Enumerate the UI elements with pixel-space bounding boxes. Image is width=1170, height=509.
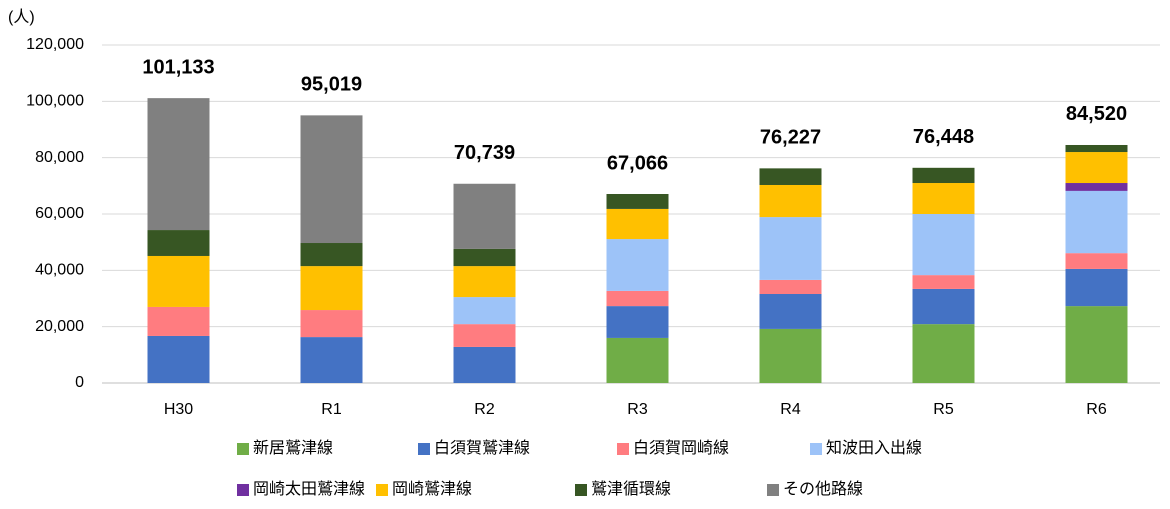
bar-segment (912, 324, 975, 383)
bar-segment (147, 306, 210, 336)
x-tick-label: R5 (933, 401, 954, 418)
y-tick-label: 40,000 (35, 262, 84, 279)
legend-label: 新居鷲津線 (253, 439, 333, 457)
total-label: 70,739 (454, 142, 515, 164)
legend-swatch (767, 484, 779, 496)
bar-segment (759, 168, 822, 185)
total-label: 101,133 (142, 56, 214, 78)
legend-label: 白須賀鷲津線 (434, 439, 530, 457)
y-tick-label: 0 (75, 374, 84, 391)
y-tick-label: 100,000 (26, 93, 84, 110)
bar-segment (453, 346, 516, 383)
bar-segment (1065, 253, 1128, 269)
x-tick-label: R6 (1086, 401, 1107, 418)
bar-segment (453, 297, 516, 325)
bar-segment (606, 337, 669, 383)
bar-segment (300, 243, 363, 267)
y-tick-label: 120,000 (26, 36, 84, 53)
x-tick-label: R1 (321, 401, 342, 418)
bar-segment (606, 239, 669, 291)
x-tick-label: R4 (780, 401, 801, 418)
bar-segment (759, 279, 822, 294)
bar-segment (912, 167, 975, 184)
x-tick-label: R2 (474, 401, 495, 418)
bar-segment (912, 275, 975, 289)
bar-segment (912, 288, 975, 325)
bar-segment (606, 290, 669, 307)
bar-segment (453, 324, 516, 347)
bar-segment (1065, 183, 1128, 191)
bar-segment (759, 217, 822, 280)
bar-segment (759, 293, 822, 329)
y-tick-label: 80,000 (35, 149, 84, 166)
bar-segment (300, 266, 363, 311)
bar-segment (606, 208, 669, 240)
bar-segment (1065, 306, 1128, 383)
legend-swatch (376, 484, 388, 496)
legend-label: 鷲津循環線 (591, 480, 671, 498)
bar-segment (759, 328, 822, 383)
total-label: 84,520 (1066, 103, 1127, 125)
legend-label: 知波田入出線 (826, 439, 922, 457)
bar-segment (147, 230, 210, 256)
x-tick-label: H30 (164, 401, 193, 418)
bar-segment (453, 266, 516, 298)
bar-segment (300, 337, 363, 383)
legend-swatch (810, 443, 822, 455)
total-label: 95,019 (301, 74, 362, 96)
legend-swatch (237, 484, 249, 496)
legend-label: その他路線 (783, 480, 863, 498)
bar-segment (453, 183, 516, 249)
y-tick-label: 60,000 (35, 205, 84, 222)
legend-label: 岡崎太田鷲津線 (253, 480, 365, 498)
bar-segment (300, 115, 363, 244)
bar-segment (1065, 190, 1128, 254)
legend-swatch (237, 443, 249, 455)
total-label: 67,066 (607, 152, 668, 174)
total-label: 76,227 (760, 127, 821, 149)
unit-label: (人) (8, 8, 35, 26)
bar-segment (147, 98, 210, 231)
legend-swatch (418, 443, 430, 455)
bar-segment (147, 255, 210, 307)
bar-segment (453, 248, 516, 267)
y-tick-label: 20,000 (35, 318, 84, 335)
bar-segment (759, 184, 822, 218)
legend-swatch (575, 484, 587, 496)
bar-segment (912, 183, 975, 214)
bar-segment (1065, 152, 1128, 184)
bar-segment (147, 335, 210, 383)
legend-swatch (617, 443, 629, 455)
bar-segment (1065, 144, 1128, 153)
bar-segment (606, 194, 669, 209)
bar-segment (606, 306, 669, 338)
bar-segment (912, 214, 975, 276)
total-label: 76,448 (913, 126, 974, 148)
x-tick-label: R3 (627, 401, 648, 418)
legend-label: 岡崎鷲津線 (392, 480, 472, 498)
bar-segment (1065, 268, 1128, 307)
bar-segment (300, 310, 363, 338)
legend-label: 白須賀岡崎線 (633, 439, 729, 457)
